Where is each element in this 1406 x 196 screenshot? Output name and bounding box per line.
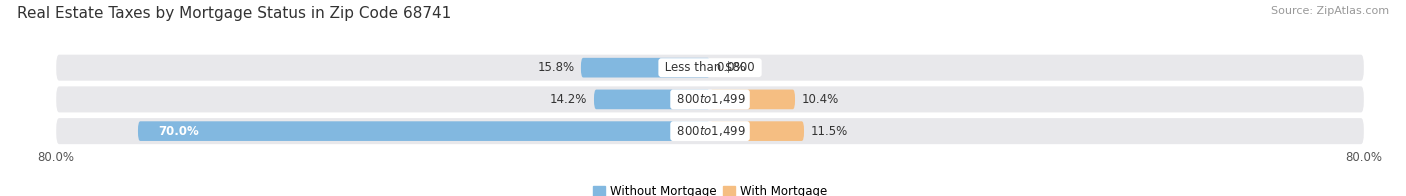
Text: Real Estate Taxes by Mortgage Status in Zip Code 68741: Real Estate Taxes by Mortgage Status in … [17,6,451,21]
FancyBboxPatch shape [56,118,1364,144]
Text: $800 to $1,499: $800 to $1,499 [673,124,747,138]
Text: 11.5%: 11.5% [810,125,848,138]
Text: 15.8%: 15.8% [537,61,575,74]
Legend: Without Mortgage, With Mortgage: Without Mortgage, With Mortgage [588,181,832,196]
FancyBboxPatch shape [710,121,804,141]
Text: 10.4%: 10.4% [801,93,839,106]
Text: 70.0%: 70.0% [159,125,200,138]
Text: Source: ZipAtlas.com: Source: ZipAtlas.com [1271,6,1389,16]
FancyBboxPatch shape [710,90,794,109]
Text: $800 to $1,499: $800 to $1,499 [673,92,747,106]
Text: 0.0%: 0.0% [717,61,747,74]
FancyBboxPatch shape [138,121,710,141]
FancyBboxPatch shape [581,58,710,77]
FancyBboxPatch shape [593,90,710,109]
FancyBboxPatch shape [56,86,1364,113]
FancyBboxPatch shape [56,55,1364,81]
Text: Less than $800: Less than $800 [661,61,759,74]
Text: 14.2%: 14.2% [550,93,588,106]
